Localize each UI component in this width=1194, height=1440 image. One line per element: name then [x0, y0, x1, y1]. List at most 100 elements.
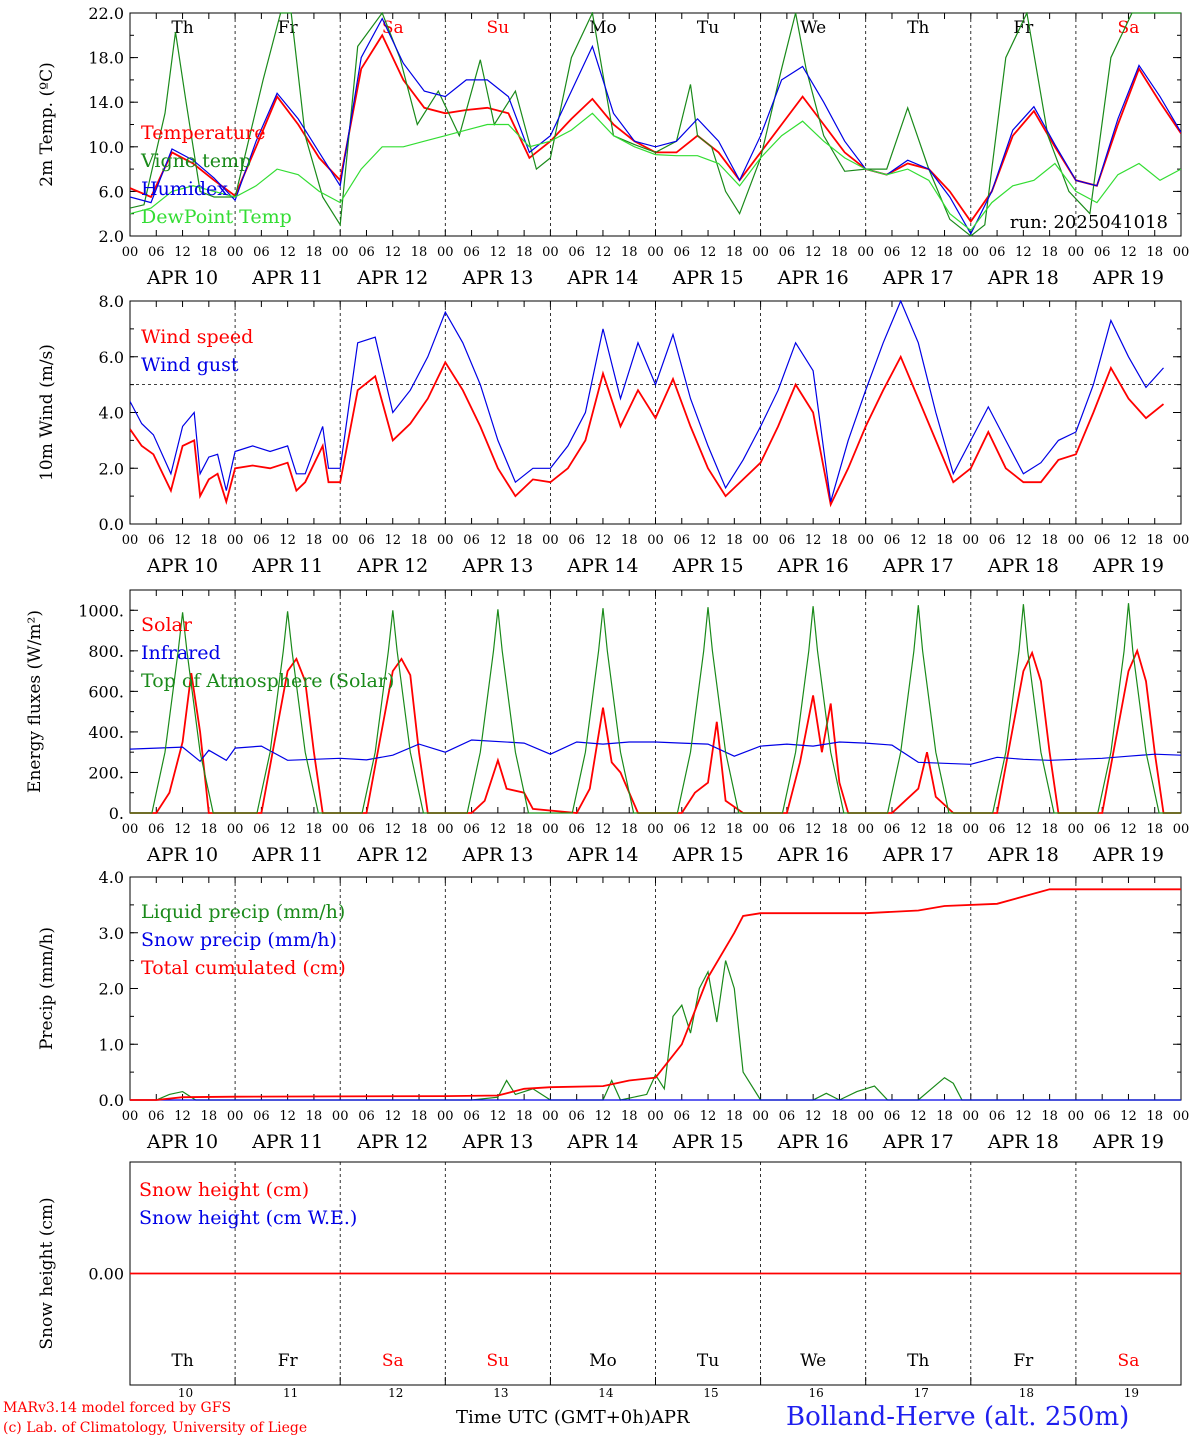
hour-label: 06 [463, 245, 480, 260]
hour-label: 06 [989, 245, 1006, 260]
legend-entry: Vigne temp [140, 150, 251, 172]
hour-label: 06 [674, 1109, 691, 1124]
hour-label: 18 [1041, 245, 1058, 260]
hour-label: 12 [490, 245, 507, 260]
hour-label: 12 [1015, 533, 1032, 548]
panel-frame [129, 589, 1182, 814]
hour-label: 18 [201, 533, 218, 548]
legend-entry: Wind gust [141, 354, 239, 376]
day-number-label: 14 [598, 1386, 614, 1400]
hour-label: 06 [989, 1109, 1006, 1124]
date-label: APR 12 [356, 555, 428, 577]
hour-label: 06 [884, 245, 901, 260]
hour-label: 00 [1068, 245, 1085, 260]
hour-label: 00 [752, 1109, 769, 1124]
y-tick-label: 200. [88, 763, 124, 782]
y-tick-label: 0. [109, 804, 124, 823]
day-name-label: Th [907, 1351, 929, 1371]
hour-label: 00 [542, 245, 559, 260]
hour-label: 18 [621, 245, 638, 260]
time-axis-title: Time UTC (GMT+0h)APR [456, 1407, 690, 1428]
hour-label: 12 [384, 533, 401, 548]
hour-label: 18 [201, 822, 218, 837]
hour-label: 18 [516, 533, 533, 548]
time-axis-label: Time UTC (GMT+0h) [456, 1407, 651, 1428]
date-label: APR 11 [251, 267, 323, 289]
date-label: APR 10 [146, 844, 218, 866]
date-label: APR 14 [566, 267, 638, 289]
hour-label: 12 [700, 1109, 717, 1124]
hour-label: 06 [253, 1109, 270, 1124]
hour-label: 18 [1041, 822, 1058, 837]
date-label: APR 10 [146, 267, 218, 289]
hour-label: 12 [490, 822, 507, 837]
hour-label: 18 [621, 1109, 638, 1124]
hour-label: 06 [358, 533, 375, 548]
hour-label: 00 [647, 1109, 664, 1124]
y-tick-label: 0.00 [88, 1265, 124, 1284]
hour-label: 00 [963, 1109, 980, 1124]
hour-label: 12 [384, 822, 401, 837]
date-label: APR 11 [251, 844, 323, 866]
run-annotation: run: 2025041018 [1010, 212, 1168, 233]
hour-label: 18 [306, 1109, 323, 1124]
date-label: APR 18 [987, 555, 1059, 577]
day-name-label: Tu [697, 1351, 719, 1371]
hour-label: 00 [332, 822, 349, 837]
legend-entry: Snow height (cm) [139, 1179, 309, 1201]
hour-label: 00 [647, 245, 664, 260]
day-number-label: 18 [1019, 1386, 1034, 1400]
hour-label: 06 [674, 245, 691, 260]
station-title: Bolland-Herve (alt. 250m) [786, 1402, 1130, 1432]
hour-label: 00 [542, 1109, 559, 1124]
hour-label: 12 [384, 245, 401, 260]
y-axis-title: 2m Temp. (ºC) [37, 62, 57, 187]
date-label: APR 19 [1092, 267, 1164, 289]
hour-label: 18 [1041, 1109, 1058, 1124]
hour-label: 18 [936, 245, 953, 260]
series-line-top-of-atmosphere-solar- [130, 603, 1181, 814]
date-label: APR 10 [146, 1131, 218, 1153]
hour-label: 06 [884, 533, 901, 548]
date-label: APR 12 [356, 1131, 428, 1153]
hour-label: 00 [1173, 533, 1190, 548]
legend-entry: DewPoint Temp [141, 206, 292, 228]
y-tick-label: 600. [88, 682, 124, 701]
hour-label: 06 [989, 822, 1006, 837]
date-label: APR 17 [882, 267, 954, 289]
day-name-label: Fr [1013, 1351, 1034, 1371]
hour-label: 12 [595, 245, 612, 260]
hour-label: 00 [227, 822, 244, 837]
day-name-label: Th [907, 18, 929, 38]
y-tick-label: 14.0 [88, 93, 124, 112]
date-label: APR 13 [461, 844, 533, 866]
day-number-label: 17 [914, 1386, 929, 1400]
hour-label: 00 [1068, 822, 1085, 837]
legend-entry: Solar [141, 614, 193, 636]
date-label: APR 15 [672, 1131, 744, 1153]
month-label: APR [650, 1407, 690, 1428]
hour-label: 00 [227, 1109, 244, 1124]
hour-label: 00 [963, 533, 980, 548]
hour-label: 00 [542, 822, 559, 837]
legend-entry: Wind speed [141, 326, 253, 348]
hour-label: 00 [1173, 1109, 1190, 1124]
hour-label: 00 [647, 822, 664, 837]
legend-entry: Humidex [141, 178, 228, 200]
day-name-label: Th [171, 1351, 193, 1371]
date-label: APR 17 [882, 555, 954, 577]
date-label: APR 18 [987, 1131, 1059, 1153]
hour-label: 12 [490, 1109, 507, 1124]
hour-label: 18 [1146, 245, 1163, 260]
legend-entry: Snow height (cm W.E.) [139, 1207, 357, 1229]
series-line-vigne-temp [130, 12, 1181, 237]
hour-label: 00 [332, 245, 349, 260]
y-tick-label: 0.0 [99, 1091, 124, 1110]
hour-label: 06 [779, 533, 796, 548]
date-label: APR 17 [882, 844, 954, 866]
hour-label: 18 [306, 533, 323, 548]
hour-label: 00 [857, 533, 874, 548]
date-label: APR 19 [1092, 844, 1164, 866]
hour-label: 00 [1068, 1109, 1085, 1124]
hour-label: 12 [384, 1109, 401, 1124]
